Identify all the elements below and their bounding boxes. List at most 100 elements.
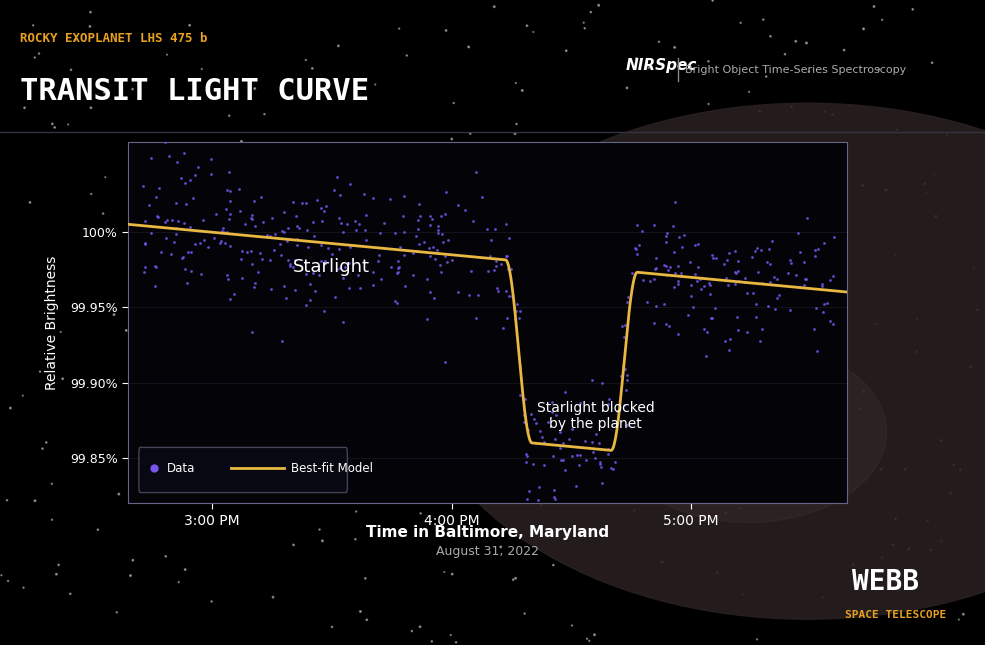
Point xyxy=(564,424,580,434)
Point xyxy=(673,268,689,278)
Point xyxy=(714,395,730,405)
Point xyxy=(376,218,392,228)
Point xyxy=(353,283,368,293)
Point xyxy=(430,221,446,231)
Point xyxy=(572,450,588,460)
Point xyxy=(722,248,738,258)
Point xyxy=(777,49,793,59)
Point xyxy=(497,285,513,295)
Point xyxy=(856,386,872,397)
Point xyxy=(790,228,806,239)
Point xyxy=(481,266,496,276)
Point xyxy=(200,242,216,252)
Point xyxy=(868,319,884,330)
Point xyxy=(546,560,561,570)
Point xyxy=(262,255,278,265)
Point xyxy=(670,329,686,339)
Point xyxy=(811,325,826,335)
Point xyxy=(324,249,340,259)
Point xyxy=(435,237,451,248)
Point xyxy=(718,273,734,283)
Point xyxy=(174,252,190,263)
Point xyxy=(740,327,755,337)
Point xyxy=(647,264,663,274)
Point xyxy=(558,46,574,56)
Point xyxy=(437,357,453,367)
Point xyxy=(737,277,753,288)
Point xyxy=(685,303,700,313)
Point xyxy=(758,72,774,82)
Point xyxy=(742,397,757,408)
Point xyxy=(423,287,438,297)
Point xyxy=(666,282,682,292)
Point xyxy=(16,582,32,593)
Point xyxy=(158,233,173,243)
Point xyxy=(177,564,193,575)
Point xyxy=(97,87,112,97)
Point xyxy=(807,245,822,255)
Point xyxy=(0,570,9,580)
Point xyxy=(265,462,281,473)
Point xyxy=(809,346,824,356)
Point xyxy=(588,428,604,439)
Point xyxy=(780,317,796,327)
Point xyxy=(601,394,617,404)
Point xyxy=(63,64,79,75)
Point xyxy=(267,245,283,255)
Point xyxy=(167,197,183,208)
Point xyxy=(480,224,495,234)
Point xyxy=(444,569,460,579)
Point xyxy=(820,297,835,308)
Point xyxy=(417,236,432,246)
Point xyxy=(423,252,438,262)
Point xyxy=(187,239,203,249)
Point xyxy=(412,239,427,249)
Point xyxy=(172,172,188,183)
Point xyxy=(700,56,716,66)
Point xyxy=(547,433,562,444)
Point xyxy=(818,106,833,117)
Point xyxy=(762,277,778,288)
Point xyxy=(26,20,41,30)
Point xyxy=(788,270,804,280)
Point xyxy=(195,339,211,349)
Point xyxy=(627,243,643,253)
Point xyxy=(409,231,425,241)
Point xyxy=(952,465,968,475)
Point xyxy=(111,489,127,499)
Point xyxy=(498,313,514,323)
Point xyxy=(609,406,624,416)
Point xyxy=(620,83,635,93)
Point xyxy=(308,195,324,205)
Point xyxy=(501,291,517,301)
Point xyxy=(15,390,31,401)
Point xyxy=(27,52,42,63)
Point xyxy=(634,226,650,237)
Point xyxy=(343,242,359,252)
Point xyxy=(717,336,733,346)
Point xyxy=(536,436,552,446)
Point xyxy=(662,262,678,272)
Point xyxy=(816,299,831,310)
Point xyxy=(557,533,572,543)
Point xyxy=(581,636,597,645)
Point xyxy=(656,259,672,270)
Point xyxy=(512,361,528,372)
Point xyxy=(223,241,238,251)
Point xyxy=(562,508,578,518)
Point xyxy=(407,219,423,229)
Point xyxy=(148,261,164,272)
Point xyxy=(223,293,238,304)
Point xyxy=(577,23,593,34)
Point xyxy=(252,248,268,259)
Point xyxy=(135,181,151,192)
Point xyxy=(247,278,263,288)
Point xyxy=(800,212,816,223)
Point xyxy=(351,270,366,280)
Point xyxy=(320,243,336,253)
Point xyxy=(182,175,198,185)
Point xyxy=(222,213,237,224)
Point xyxy=(631,240,647,250)
Point xyxy=(648,253,664,263)
Point xyxy=(497,251,513,261)
